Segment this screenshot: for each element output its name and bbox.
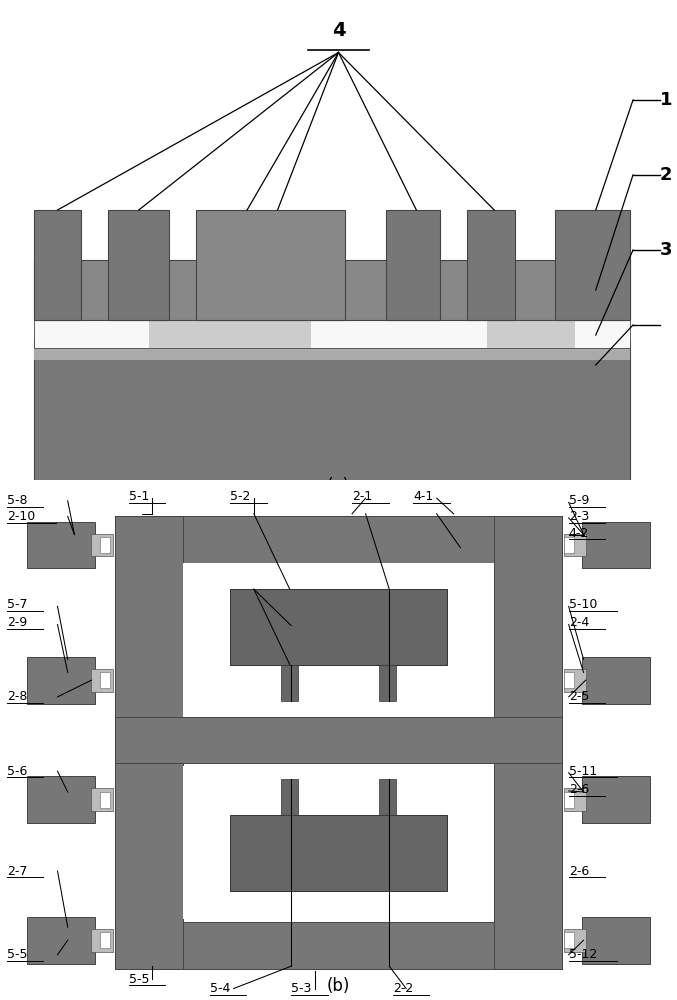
Bar: [564, 788, 586, 811]
Text: 2-2: 2-2: [393, 982, 413, 995]
Bar: [34, 260, 630, 320]
Bar: [564, 537, 574, 553]
Bar: [564, 792, 574, 808]
Bar: [281, 665, 298, 701]
Bar: [27, 917, 95, 964]
Bar: [564, 534, 586, 556]
Text: 5-2: 5-2: [230, 490, 250, 503]
Bar: [115, 516, 183, 969]
Bar: [27, 522, 95, 568]
Text: 2-7: 2-7: [7, 865, 27, 878]
Bar: [34, 348, 630, 360]
Bar: [34, 320, 630, 348]
Text: (a): (a): [327, 477, 350, 495]
Bar: [230, 589, 447, 665]
Bar: [100, 792, 110, 808]
Bar: [196, 210, 345, 320]
Text: 5-8: 5-8: [7, 494, 27, 507]
Bar: [379, 779, 396, 815]
Text: 2-9: 2-9: [7, 616, 27, 630]
Bar: [564, 929, 586, 952]
Bar: [281, 779, 298, 815]
Text: (b): (b): [327, 977, 350, 995]
Bar: [34, 340, 630, 490]
Bar: [91, 929, 113, 952]
Text: 5-9: 5-9: [569, 494, 589, 507]
Bar: [230, 815, 447, 891]
Bar: [555, 210, 630, 320]
Bar: [100, 672, 110, 688]
Bar: [108, 210, 169, 320]
Bar: [27, 657, 95, 704]
Bar: [115, 516, 562, 563]
Text: 4-1: 4-1: [413, 490, 433, 503]
Text: 5-1: 5-1: [129, 490, 149, 503]
Bar: [115, 717, 562, 763]
Bar: [582, 776, 650, 823]
Bar: [564, 672, 574, 688]
Text: 2-6: 2-6: [569, 865, 589, 878]
Text: 2-6: 2-6: [569, 783, 589, 796]
Bar: [582, 522, 650, 568]
Text: 5-5: 5-5: [129, 973, 149, 986]
Bar: [386, 210, 440, 320]
Bar: [100, 537, 110, 553]
Bar: [582, 657, 650, 704]
Text: 5-4: 5-4: [210, 982, 230, 995]
Text: 5-10: 5-10: [569, 598, 597, 611]
Bar: [34, 210, 81, 320]
Text: 5-11: 5-11: [569, 765, 597, 778]
Bar: [183, 563, 494, 717]
Bar: [487, 320, 575, 348]
Bar: [582, 917, 650, 964]
Text: 2-4: 2-4: [569, 616, 589, 630]
Text: 2: 2: [660, 166, 672, 184]
Text: 2-8: 2-8: [7, 690, 27, 703]
Bar: [27, 776, 95, 823]
Bar: [494, 516, 562, 969]
Text: 5-5: 5-5: [7, 948, 27, 961]
Bar: [564, 669, 586, 692]
Text: 5-6: 5-6: [7, 765, 27, 778]
Text: 5-3: 5-3: [291, 982, 311, 995]
Bar: [564, 932, 574, 948]
Text: 5-7: 5-7: [7, 598, 27, 611]
Bar: [91, 534, 113, 556]
Bar: [183, 766, 494, 919]
Text: 5-12: 5-12: [569, 948, 597, 961]
Bar: [115, 922, 562, 969]
Text: 2-10: 2-10: [7, 510, 35, 523]
Text: 4: 4: [332, 20, 345, 39]
Text: 4-2: 4-2: [569, 527, 589, 540]
Text: 3: 3: [660, 241, 672, 259]
Bar: [91, 788, 113, 811]
Text: 2-5: 2-5: [569, 690, 589, 703]
Bar: [91, 669, 113, 692]
Bar: [379, 665, 396, 701]
Bar: [467, 210, 515, 320]
Bar: [100, 932, 110, 948]
Text: 2-3: 2-3: [569, 510, 589, 523]
Text: 2-1: 2-1: [352, 490, 372, 503]
Text: 1: 1: [660, 91, 672, 109]
Bar: [149, 320, 311, 348]
